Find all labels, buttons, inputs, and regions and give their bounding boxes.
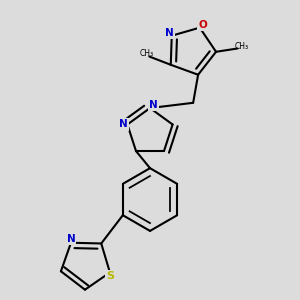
Text: CH₃: CH₃ xyxy=(234,42,248,51)
Text: N: N xyxy=(119,119,128,130)
Text: CH₃: CH₃ xyxy=(140,50,154,58)
Text: N: N xyxy=(149,100,158,110)
Text: O: O xyxy=(198,20,207,30)
Text: S: S xyxy=(106,271,114,281)
Text: N: N xyxy=(165,28,173,38)
Text: N: N xyxy=(67,234,75,244)
